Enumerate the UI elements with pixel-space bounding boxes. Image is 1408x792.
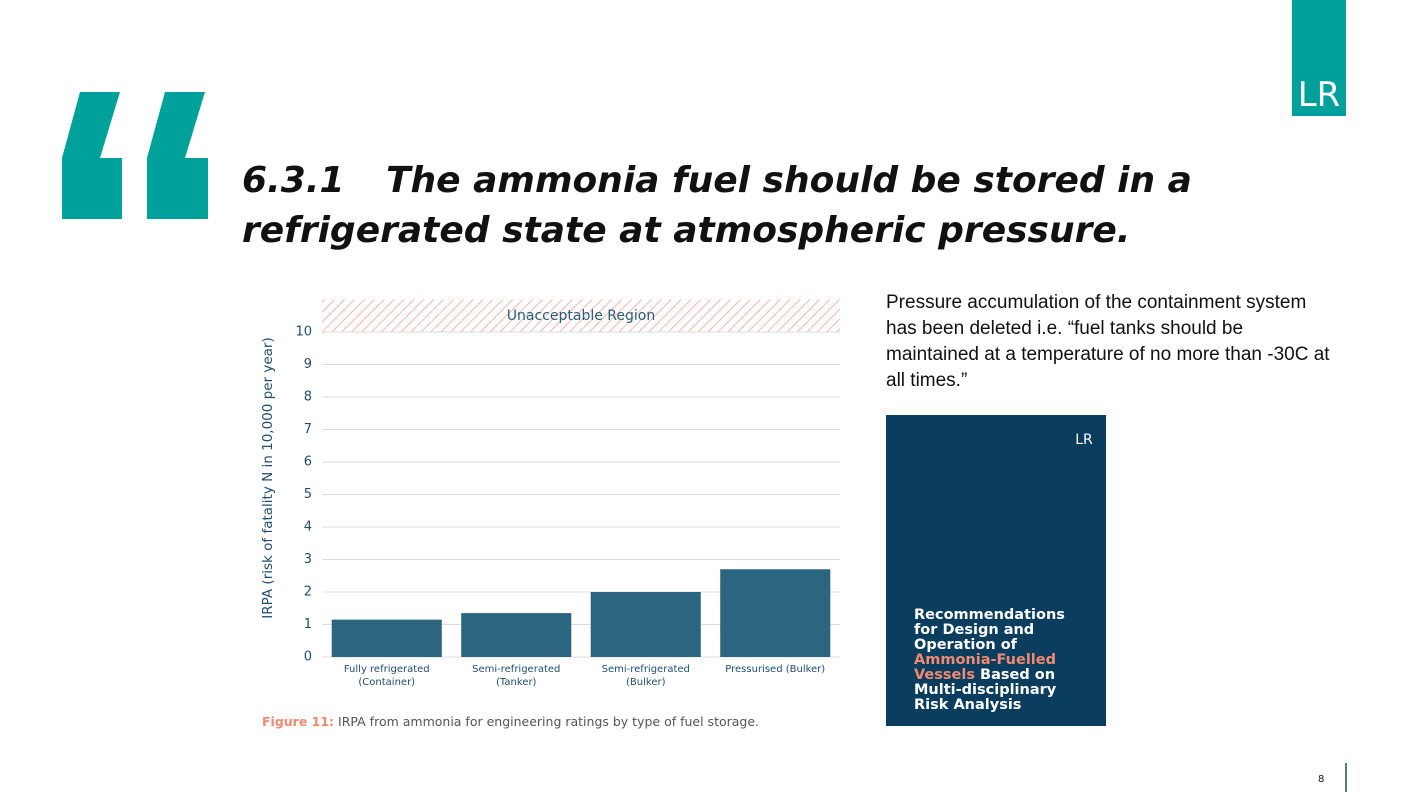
cover-title: Ammonia-Fuelled xyxy=(914,652,1056,668)
y-axis-label: IRPA (risk of fatality N in 10,000 per y… xyxy=(260,337,276,618)
logo: LR xyxy=(1298,75,1341,115)
bar xyxy=(590,592,701,657)
report-cover xyxy=(886,415,1106,726)
region xyxy=(322,299,840,332)
cover-title: Operation of xyxy=(914,637,1018,653)
caption: Figure 11: IRPA from ammonia for enginee… xyxy=(262,714,759,729)
y-tick-label: 0 xyxy=(304,650,312,665)
caption-text: IRPA from ammonia for engineering rating… xyxy=(338,714,759,729)
quote-mark xyxy=(62,92,122,219)
region-label: Unacceptable Region xyxy=(507,308,655,324)
bar xyxy=(461,613,572,657)
quote-mark xyxy=(147,92,208,219)
cover-logo: LR xyxy=(1075,432,1093,448)
x-tick-label: Semi-refrigerated (Bulker) xyxy=(601,664,690,688)
cover-title: for Design and xyxy=(914,622,1034,638)
y-tick-label: 8 xyxy=(304,390,312,405)
y-tick-label: 9 xyxy=(304,357,312,372)
heading-line: refrigerated state at atmospheric pressu… xyxy=(242,210,1130,251)
heading-line: The ammonia fuel should be stored in a xyxy=(386,160,1192,201)
cover-title: Vessels Based on xyxy=(914,667,1055,683)
cover-title: Risk Analysis xyxy=(914,697,1021,713)
y-tick-label: 4 xyxy=(304,520,312,535)
y-tick-label: 5 xyxy=(304,487,312,502)
x-tick-label: Fully refrigerated (Container) xyxy=(343,664,430,688)
note: Pressure accumulation of the containment… xyxy=(886,292,1330,391)
page-number: 8 xyxy=(1318,774,1324,785)
heading-number: 6.3.1 xyxy=(242,160,345,201)
bar xyxy=(331,619,442,657)
x-tick-label: Semi-refrigerated (Tanker) xyxy=(472,664,561,688)
bar xyxy=(720,569,831,657)
x-tick-label: Pressurised (Bulker) xyxy=(725,664,826,675)
y-tick-label: 2 xyxy=(304,585,312,600)
logo-box xyxy=(1292,0,1346,116)
y-tick-label: 7 xyxy=(304,422,312,437)
cover-title: Vessels xyxy=(914,667,975,683)
y-tick-label: 1 xyxy=(304,617,312,632)
caption-label: Figure 11: xyxy=(262,714,334,729)
cover-title: Recommendations xyxy=(914,607,1065,623)
y-tick-label: 3 xyxy=(304,552,312,567)
cover-title: Multi-disciplinary xyxy=(914,682,1057,698)
cover-title: Based on xyxy=(980,667,1055,683)
y-tick-label: 6 xyxy=(304,455,312,470)
y-tick-label: 10 xyxy=(295,325,312,340)
